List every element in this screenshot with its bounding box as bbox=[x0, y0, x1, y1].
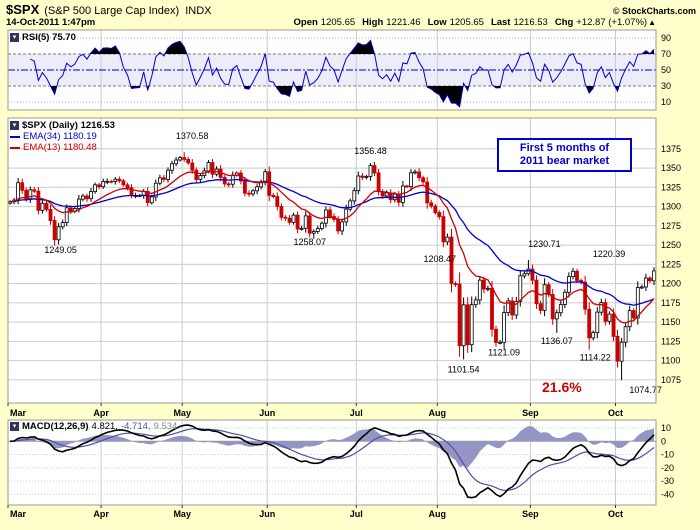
macd-axis-label: -10 bbox=[661, 450, 674, 460]
price-axis-label: 1250 bbox=[661, 240, 681, 250]
x-axis-month-label: May bbox=[173, 509, 191, 519]
price-axis-label: 1100 bbox=[661, 356, 680, 366]
callout-line-1: First 5 months of bbox=[519, 142, 610, 154]
ema13-legend: EMA(13) 1180.48 bbox=[10, 142, 115, 153]
x-axis-month-label: Jul bbox=[350, 509, 363, 519]
price-collapse-icon[interactable]: ▾ bbox=[10, 121, 19, 130]
price-axis-label: 1375 bbox=[661, 144, 681, 154]
price-axis-label: 1150 bbox=[661, 317, 680, 327]
x-axis-month-label: Sep bbox=[522, 408, 539, 418]
price-axis-label: 1275 bbox=[661, 221, 681, 231]
x-axis-month-label: Jul bbox=[350, 408, 363, 418]
price-point-label: 1249.05 bbox=[44, 245, 77, 255]
copyright-label: © StockCharts.com bbox=[612, 6, 696, 16]
macd-value: 4.821, bbox=[91, 421, 118, 432]
chart-header: $SPX (S&P 500 Large Cap Index) INDX © St… bbox=[6, 2, 696, 17]
macd-collapse-icon[interactable]: ▾ bbox=[10, 422, 19, 431]
quote-values: Open 1205.65 High 1221.46 Low 1205.65 Last 1… bbox=[294, 17, 656, 28]
low-quote: Low 1205.65 bbox=[427, 17, 484, 28]
macd-axis-label: 10 bbox=[661, 423, 671, 433]
price-candles bbox=[8, 152, 656, 381]
change-quote: Chg +12.87 (+1.07%)▲ bbox=[554, 17, 656, 28]
x-axis-month-label: Apr bbox=[93, 408, 109, 418]
rsi-overbought-fill bbox=[30, 40, 654, 54]
callout-line-2: 2011 bear market bbox=[519, 155, 610, 167]
price-point-label: 1121.09 bbox=[488, 347, 520, 357]
macd-axis-label: -30 bbox=[661, 476, 674, 486]
rsi-axis-label: 90 bbox=[661, 33, 671, 43]
price-point-label: 1230.71 bbox=[528, 239, 561, 249]
macd-signal-value: -4.714, bbox=[120, 421, 151, 432]
price-point-label: 1208.47 bbox=[424, 254, 457, 264]
rsi-line bbox=[30, 39, 655, 108]
x-axis-month-label: Oct bbox=[608, 509, 623, 519]
macd-axis-label: 0 bbox=[661, 436, 666, 446]
up-arrow-icon: ▲ bbox=[648, 18, 656, 27]
price-series-label: $SPX (Daily) 1216.53 bbox=[22, 120, 115, 131]
rsi-oversold-fill bbox=[30, 86, 654, 107]
x-axis-month-label: Jun bbox=[259, 509, 275, 519]
x-axis-month-label: May bbox=[173, 408, 191, 418]
price-axis-label: 1350 bbox=[661, 163, 681, 173]
macd-axis-label: -20 bbox=[661, 463, 674, 473]
macd-plot bbox=[9, 424, 655, 499]
symbol-label: $SPX bbox=[6, 2, 40, 17]
macd-label: MACD(12,26,9) bbox=[22, 421, 89, 432]
x-axis-month-label: Sep bbox=[522, 509, 539, 519]
price-point-label: 1074.77 bbox=[629, 385, 662, 395]
ema34-label: EMA(34) 1180.19 bbox=[23, 131, 97, 142]
ema34-swatch-icon bbox=[10, 135, 20, 138]
macd-legend: ▾ MACD(12,26,9) 4.821, -4.714, 9.534 bbox=[10, 421, 177, 432]
price-legend: ▾ $SPX (Daily) 1216.53 EMA(34) 1180.19 E… bbox=[10, 120, 115, 153]
ema13-label: EMA(13) 1180.48 bbox=[23, 142, 97, 153]
price-point-label: 1220.39 bbox=[593, 249, 626, 259]
ema34-legend: EMA(34) 1180.19 bbox=[10, 131, 115, 142]
rsi-axis-label: 70 bbox=[661, 49, 671, 59]
x-axis-month-label: Aug bbox=[429, 408, 447, 418]
price-point-label: 1258.07 bbox=[294, 237, 327, 247]
macd-signal-line bbox=[9, 428, 655, 491]
ema13-swatch-icon bbox=[10, 146, 20, 149]
price-axis-label: 1175 bbox=[661, 298, 680, 308]
x-axis-month-label: Aug bbox=[429, 509, 447, 519]
macd-line bbox=[9, 424, 655, 499]
rsi-axis-label: 10 bbox=[661, 97, 671, 107]
x-axis-month-label: Oct bbox=[608, 408, 623, 418]
index-name-label: (S&P 500 Large Cap Index) bbox=[44, 5, 180, 17]
decline-percent-label: 21.6% bbox=[542, 379, 582, 395]
price-axis-label: 1225 bbox=[661, 259, 681, 269]
price-axis-label: 1125 bbox=[661, 336, 680, 346]
last-quote: Last 1216.53 bbox=[490, 17, 548, 28]
ema13-line bbox=[9, 170, 655, 324]
quote-bar: 14-Oct-2011 1:47pm Open 1205.65 High 1221.… bbox=[6, 17, 656, 28]
price-axis-label: 1325 bbox=[661, 182, 681, 192]
rsi-legend: ▾ RSI(5) 75.70 bbox=[10, 32, 76, 43]
rsi-axis-label: 50 bbox=[661, 65, 671, 75]
price-point-label: 1356.48 bbox=[354, 146, 387, 156]
rsi-collapse-icon[interactable]: ▾ bbox=[10, 33, 19, 42]
x-axis-month-label: Apr bbox=[93, 509, 109, 519]
price-axis-label: 1300 bbox=[661, 202, 681, 212]
rsi-label: RSI(5) 75.70 bbox=[22, 32, 76, 43]
ema34-line bbox=[9, 178, 655, 306]
high-quote: High 1221.46 bbox=[362, 17, 421, 28]
macd-axis-label: -40 bbox=[661, 489, 674, 499]
datetime-label: 14-Oct-2011 1:47pm bbox=[6, 17, 96, 28]
open-quote: Open 1205.65 bbox=[293, 17, 356, 28]
macd-hist-value: 9.534 bbox=[153, 421, 178, 432]
x-axis-month-label: Mar bbox=[10, 509, 27, 519]
exchange-label: INDX bbox=[185, 5, 212, 17]
price-point-label: 1370.58 bbox=[176, 131, 209, 141]
price-axis-label: 1200 bbox=[661, 279, 681, 289]
rsi-axis-label: 30 bbox=[661, 81, 671, 91]
bear-market-callout: First 5 months of 2011 bear market bbox=[497, 138, 632, 172]
x-axis-month-label: Jun bbox=[259, 408, 275, 418]
price-point-label: 1101.54 bbox=[448, 364, 480, 374]
price-axis-label: 1075 bbox=[661, 375, 681, 385]
price-point-label: 1136.07 bbox=[541, 336, 573, 346]
x-axis-month-label: Mar bbox=[10, 408, 27, 418]
price-point-label: 1114.22 bbox=[580, 353, 611, 363]
